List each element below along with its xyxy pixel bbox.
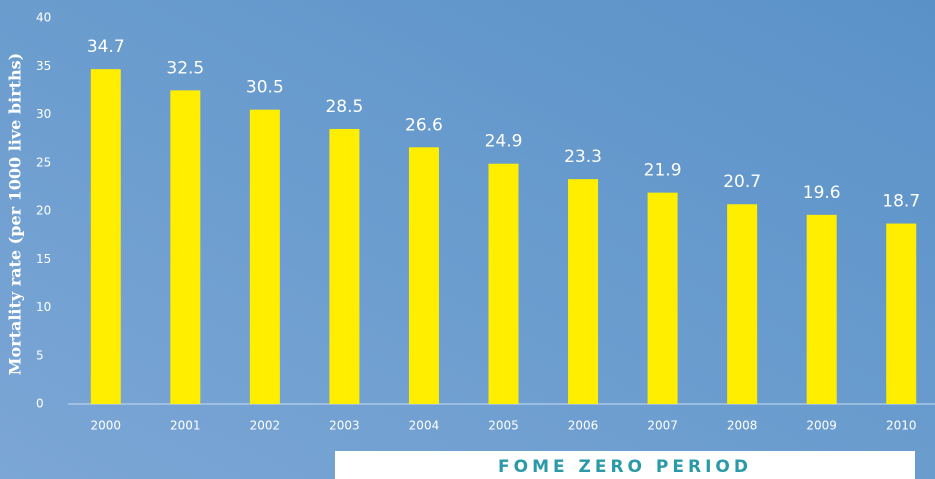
bar	[886, 223, 917, 404]
bar	[727, 204, 758, 404]
value-label: 21.9	[644, 161, 682, 181]
value-label: 26.6	[405, 115, 443, 135]
x-tick-label: 2000	[90, 419, 121, 433]
y-tick-label: 25	[36, 155, 51, 169]
x-tick-label: 2003	[329, 419, 360, 433]
x-tick-label: 2007	[647, 419, 678, 433]
x-tick-label: 2004	[409, 419, 440, 433]
x-tick-label: 2009	[806, 419, 837, 433]
x-tick-label: 2001	[170, 419, 201, 433]
value-label: 30.5	[246, 78, 284, 98]
value-label: 18.7	[882, 192, 920, 212]
y-tick-label: 40	[36, 11, 51, 25]
bar	[647, 192, 678, 404]
bar	[90, 69, 121, 405]
value-label: 19.6	[803, 183, 841, 203]
value-label: 32.5	[166, 58, 204, 78]
y-tick-label: 15	[36, 252, 51, 266]
x-tick-label: 2002	[250, 419, 281, 433]
x-tick-label: 2008	[727, 419, 758, 433]
y-axis-label: Mortality rate (per 1000 live births)	[6, 53, 25, 375]
bar	[329, 128, 360, 404]
bar	[170, 90, 201, 404]
y-tick-label: 10	[36, 300, 51, 314]
value-label: 23.3	[564, 147, 602, 167]
x-tick-label: 2010	[886, 419, 917, 433]
value-label: 24.9	[485, 132, 523, 152]
value-label: 20.7	[723, 172, 761, 192]
y-tick-label: 20	[36, 204, 51, 218]
bar	[568, 179, 599, 404]
bar	[249, 109, 280, 405]
footer-box	[335, 451, 915, 479]
bar	[488, 163, 519, 404]
x-tick-label: 2006	[568, 419, 599, 433]
y-tick-label: 0	[36, 397, 44, 411]
value-label: 34.7	[87, 37, 125, 57]
y-tick-label: 30	[36, 107, 51, 121]
bar	[408, 147, 439, 404]
value-label: 28.5	[325, 97, 363, 117]
x-tick-label: 2005	[488, 419, 519, 433]
bar	[806, 214, 837, 404]
y-tick-label: 5	[36, 348, 44, 362]
footer-label: FOME ZERO PERIOD	[498, 457, 752, 477]
y-tick-label: 35	[36, 59, 51, 73]
